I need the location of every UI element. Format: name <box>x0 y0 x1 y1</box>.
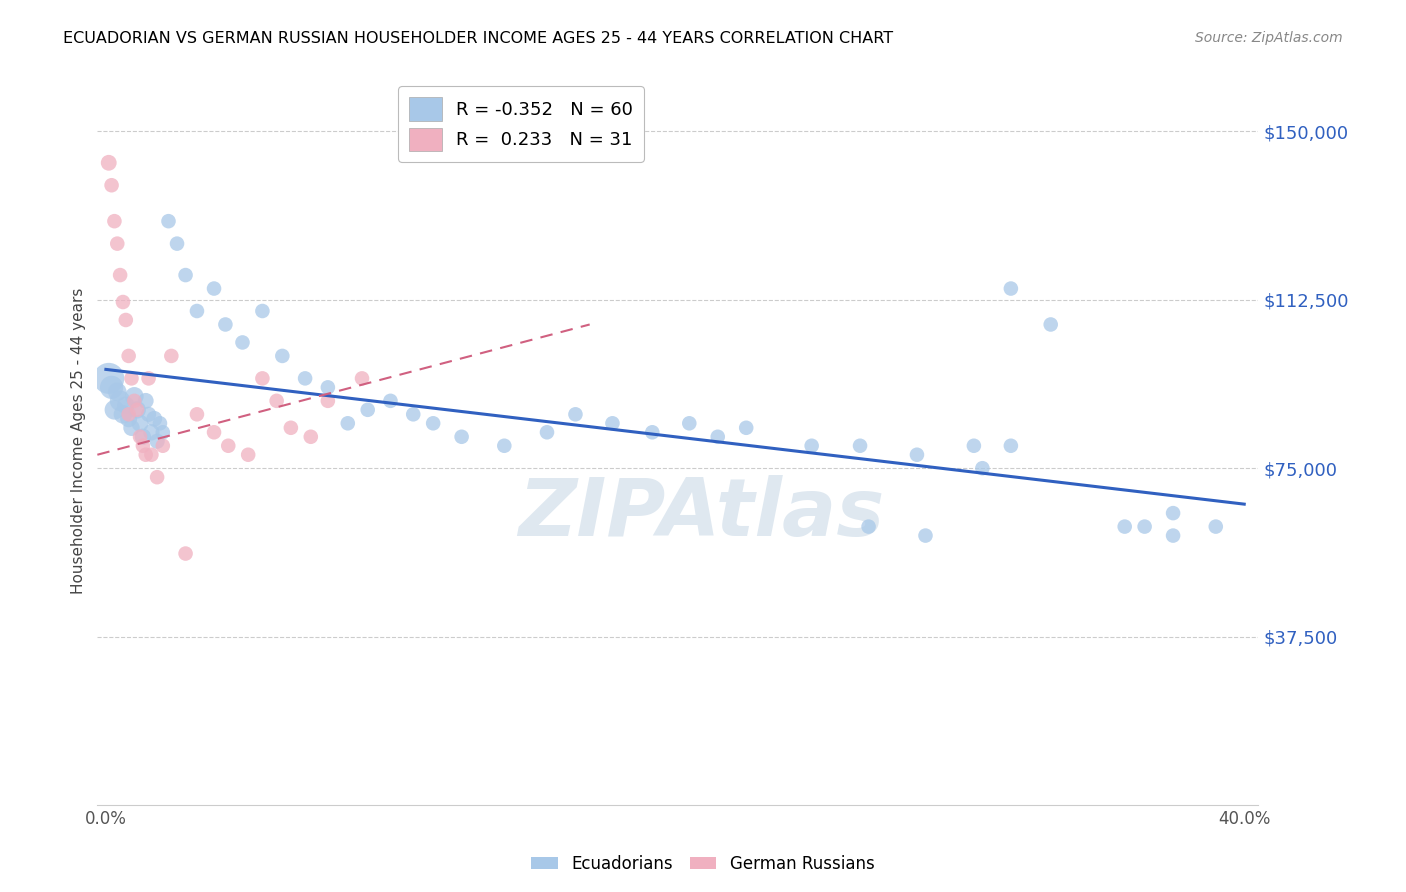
Point <box>914 528 936 542</box>
Point <box>1000 439 1022 453</box>
Point <box>494 439 516 453</box>
Point <box>121 371 143 385</box>
Point <box>111 407 134 421</box>
Point <box>118 407 141 421</box>
Point <box>174 547 197 561</box>
Point <box>127 402 149 417</box>
Point <box>152 425 174 440</box>
Point <box>129 430 152 444</box>
Point <box>800 439 823 453</box>
Point <box>118 412 141 426</box>
Point <box>271 349 294 363</box>
Point <box>849 439 872 453</box>
Point <box>143 412 166 426</box>
Point <box>152 439 174 453</box>
Point <box>1161 506 1184 520</box>
Point <box>564 407 586 421</box>
Point <box>138 407 160 421</box>
Point <box>252 371 274 385</box>
Point <box>141 448 163 462</box>
Point <box>160 349 183 363</box>
Point <box>336 417 359 431</box>
Point <box>103 402 125 417</box>
Point <box>217 439 239 453</box>
Point <box>972 461 994 475</box>
Point <box>118 349 141 363</box>
Text: ECUADORIAN VS GERMAN RUSSIAN HOUSEHOLDER INCOME AGES 25 - 44 YEARS CORRELATION C: ECUADORIAN VS GERMAN RUSSIAN HOUSEHOLDER… <box>63 31 893 46</box>
Point <box>108 393 131 408</box>
Point <box>1161 528 1184 542</box>
Point <box>174 268 197 282</box>
Point <box>858 519 880 533</box>
Point <box>100 178 122 193</box>
Point <box>266 393 288 408</box>
Point <box>316 380 339 394</box>
Point <box>350 371 373 385</box>
Point <box>1133 519 1156 533</box>
Point <box>202 425 225 440</box>
Point <box>735 421 758 435</box>
Point <box>124 389 146 403</box>
Point <box>641 425 664 440</box>
Point <box>1039 318 1062 332</box>
Point <box>97 371 120 385</box>
Point <box>132 430 155 444</box>
Text: ZIPAtlas: ZIPAtlas <box>517 475 884 553</box>
Point <box>602 417 624 431</box>
Point <box>186 304 208 318</box>
Point <box>135 393 157 408</box>
Point <box>380 393 402 408</box>
Y-axis label: Householder Income Ages 25 - 44 years: Householder Income Ages 25 - 44 years <box>72 288 86 594</box>
Point <box>280 421 302 435</box>
Point <box>141 425 163 440</box>
Point <box>121 421 143 435</box>
Legend: Ecuadorians, German Russians: Ecuadorians, German Russians <box>524 848 882 880</box>
Point <box>97 155 120 169</box>
Point <box>149 417 172 431</box>
Point <box>1000 281 1022 295</box>
Point <box>114 398 136 412</box>
Point <box>202 281 225 295</box>
Point <box>678 417 700 431</box>
Point <box>1205 519 1227 533</box>
Point <box>166 236 188 251</box>
Point <box>127 402 149 417</box>
Legend: R = -0.352   N = 60, R =  0.233   N = 31: R = -0.352 N = 60, R = 0.233 N = 31 <box>398 87 644 161</box>
Point <box>114 313 136 327</box>
Point <box>231 335 253 350</box>
Point <box>138 371 160 385</box>
Point <box>316 393 339 408</box>
Point <box>186 407 208 421</box>
Point <box>129 417 152 431</box>
Point <box>146 434 169 449</box>
Point <box>252 304 274 318</box>
Point <box>238 448 260 462</box>
Point <box>105 236 128 251</box>
Point <box>905 448 928 462</box>
Point <box>111 295 134 310</box>
Point <box>214 318 236 332</box>
Point <box>963 439 986 453</box>
Point <box>402 407 425 421</box>
Point <box>100 380 122 394</box>
Point <box>706 430 728 444</box>
Point <box>294 371 316 385</box>
Text: Source: ZipAtlas.com: Source: ZipAtlas.com <box>1195 31 1343 45</box>
Point <box>157 214 180 228</box>
Point <box>124 393 146 408</box>
Point <box>105 384 128 399</box>
Point <box>103 214 125 228</box>
Point <box>536 425 558 440</box>
Point <box>108 268 131 282</box>
Point <box>135 448 157 462</box>
Point <box>450 430 472 444</box>
Point <box>1114 519 1136 533</box>
Point <box>299 430 322 444</box>
Point <box>132 439 155 453</box>
Point <box>146 470 169 484</box>
Point <box>357 402 380 417</box>
Point <box>422 417 444 431</box>
